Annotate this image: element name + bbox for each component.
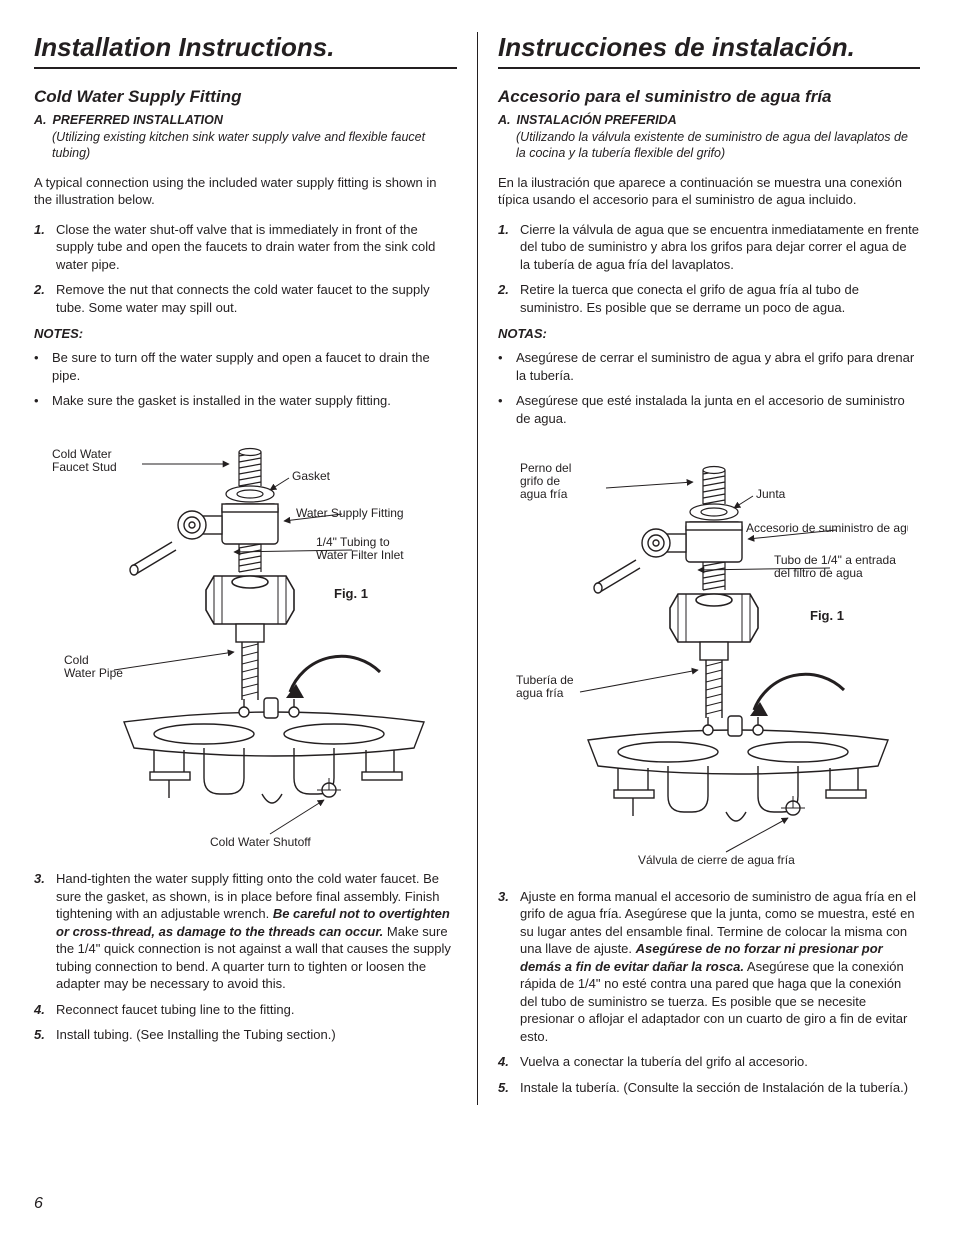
pref-desc: (Utilizando la válvula existente de sumi… [516,129,920,162]
step-1: Cierre la válvula de agua que se encuent… [520,221,920,274]
pref-desc: (Utilizing existing kitchen sink water s… [52,129,457,162]
notes-list-es: Asegúrese de cerrar el suministro de agu… [498,349,920,427]
steps-3-5-es: 3.Ajuste en forma manual el accesorio de… [498,888,920,1097]
note-item: Asegúrese que esté instalada la junta en… [516,392,920,427]
label-tubing: 1/4" Tubing toWater Filter Inlet [316,535,404,562]
figure-1-en: Cold WaterFaucet Stud Gasket Water Suppl… [34,422,457,852]
intro-en: A typical connection using the included … [34,174,457,209]
step-1: Close the water shut-off valve that is i… [56,221,457,274]
steps-3-5-en: 3.Hand-tighten the water supply fitting … [34,870,457,1044]
fig-caption: Fig. 1 [810,608,844,623]
column-english: Installation Instructions. Cold Water Su… [34,32,477,1105]
intro-es: En la ilustración que aparece a continua… [498,174,920,209]
preferred-install-es: A. INSTALACIÓN PREFERIDA (Utilizando la … [498,113,920,162]
step-2: Retire la tuerca que conecta el grifo de… [520,281,920,316]
subtitle-en: Cold Water Supply Fitting [34,87,457,107]
step-5: Instale la tubería. (Consulte la sección… [520,1079,908,1097]
note-item: Asegúrese de cerrar el suministro de agu… [516,349,920,384]
note-item: Make sure the gasket is installed in the… [52,392,391,410]
label-water-supply-fitting: Accesorio de suministro de agua [746,521,908,535]
step-3: Ajuste en forma manual el accesorio de s… [520,888,920,1046]
pref-letter: A. [498,113,511,127]
label-shutoff: Cold Water Shutoff [210,835,311,849]
label-gasket: Gasket [292,469,331,483]
label-cold-water-pipe: ColdWater Pipe [64,653,123,680]
page-number: 6 [34,1195,43,1213]
note-item: Be sure to turn off the water supply and… [52,349,457,384]
pref-letter: A. [34,113,47,127]
steps-1-2-es: 1.Cierre la válvula de agua que se encue… [498,221,920,317]
label-shutoff: Válvula de cierre de agua fría [638,853,795,867]
column-spanish: Instrucciones de instalación. Accesorio … [477,32,920,1105]
label-cold-water-pipe: Tubería deagua fría [516,673,574,700]
step-2: Remove the nut that connects the cold wa… [56,281,457,316]
notes-heading-en: NOTES: [34,326,457,341]
fig-caption: Fig. 1 [334,586,368,601]
figure-1-es: Perno delgrifo deagua fría Junta Accesor… [498,440,920,870]
notes-heading-es: NOTAS: [498,326,920,341]
title-es: Instrucciones de instalación. [498,32,920,69]
label-faucet-stud: Cold WaterFaucet Stud [52,447,117,474]
label-gasket: Junta [756,487,786,501]
subtitle-es: Accesorio para el suministro de agua frí… [498,87,920,107]
step-4: Reconnect faucet tubing line to the fitt… [56,1001,295,1019]
step-4: Vuelva a conectar la tubería del grifo a… [520,1053,808,1071]
preferred-install-en: A. PREFERRED INSTALLATION (Utilizing exi… [34,113,457,162]
pref-label: INSTALACIÓN PREFERIDA [517,113,677,127]
steps-1-2-en: 1.Close the water shut-off valve that is… [34,221,457,317]
step-3: Hand-tighten the water supply fitting on… [56,870,457,993]
label-tubing: Tubo de 1/4" a entradadel filtro de agua [774,553,896,580]
label-water-supply-fitting: Water Supply Fitting [296,506,404,520]
title-en: Installation Instructions. [34,32,457,69]
step-5: Install tubing. (See Installing the Tubi… [56,1026,336,1044]
notes-list-en: Be sure to turn off the water supply and… [34,349,457,410]
label-faucet-stud: Perno delgrifo deagua fría [520,461,571,501]
pref-label: PREFERRED INSTALLATION [53,113,223,127]
